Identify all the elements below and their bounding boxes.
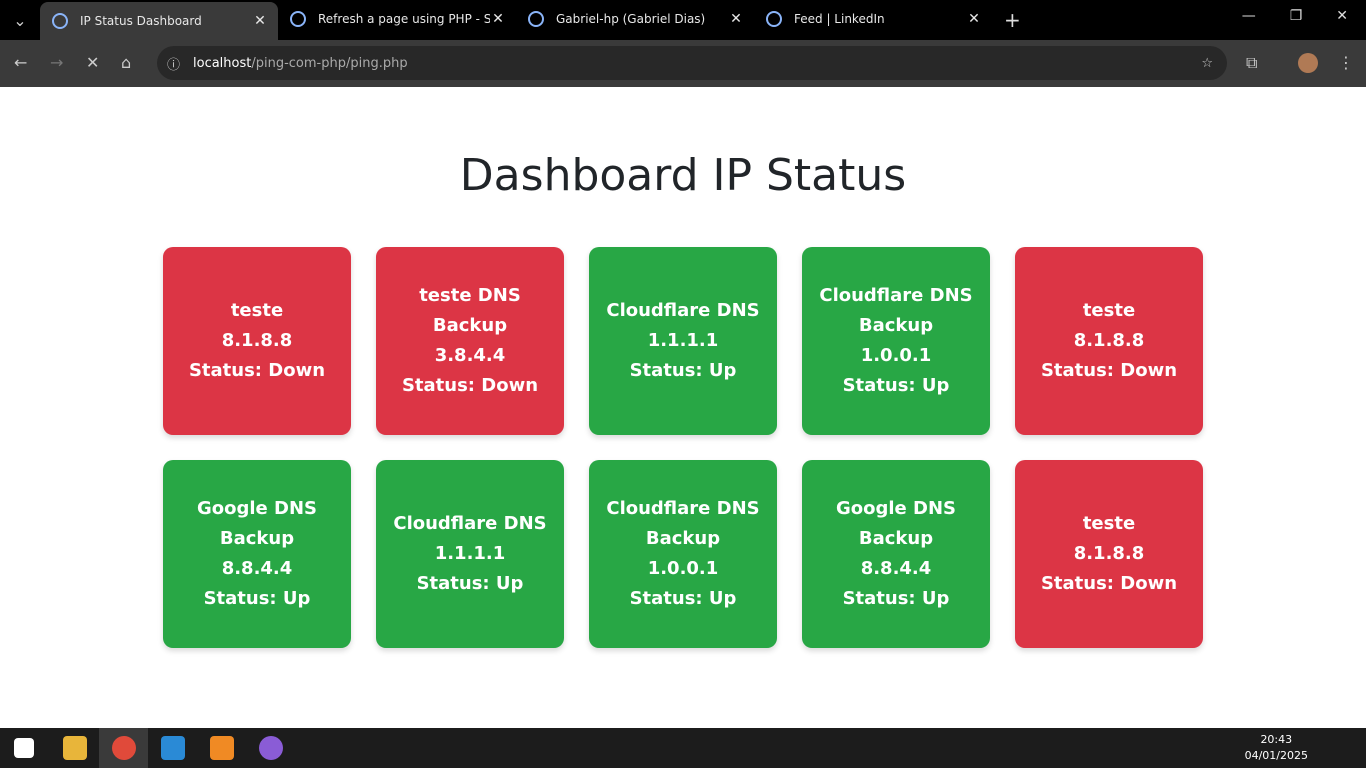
card-ip: 1.0.0.1 xyxy=(647,558,719,579)
tab-title: Feed | LinkedIn xyxy=(794,12,885,26)
extensions[interactable]: ⧉ xyxy=(1246,53,1258,72)
card-ip: 8.8.4.4 xyxy=(860,558,932,579)
card-status: Status: Up xyxy=(203,588,311,609)
card-name: teste xyxy=(1082,513,1136,534)
time: 20:43 xyxy=(1260,733,1293,746)
card-status: Status: Down xyxy=(188,360,326,381)
status-card: Google DNS Backup 8.8.4.4 Status: Up xyxy=(163,460,351,648)
card-ip: 8.1.8.8 xyxy=(1073,330,1145,351)
status-card: teste 8.1.8.8 Status: Down xyxy=(1015,247,1203,435)
status-card: teste 8.1.8.8 Status: Down xyxy=(1015,460,1203,648)
status-card: teste DNS Backup 3.8.4.4 Status: Down xyxy=(376,247,564,435)
status-card: Google DNS Backup 8.8.4.4 Status: Up xyxy=(802,460,990,648)
card-ip: 8.8.4.4 xyxy=(221,558,293,579)
tab-strip: ⌄ IP Status Dashboard ✕ Refresh a page usi… xyxy=(0,0,1366,40)
card-status: Status: Up xyxy=(842,375,950,396)
site-info[interactable]: ⓘ xyxy=(167,57,181,73)
status-card: teste 8.1.8.8 Status: Down xyxy=(163,247,351,435)
card-name: Cloudflare DNS xyxy=(393,513,547,534)
tab-close[interactable]: ✕ xyxy=(968,11,980,27)
card-ip: 8.1.8.8 xyxy=(1073,543,1145,564)
card-status: Status: Up xyxy=(416,573,524,594)
tab[interactable]: Feed | LinkedIn ✕ xyxy=(754,2,992,36)
profile[interactable] xyxy=(1298,53,1318,73)
close[interactable]: ✕ xyxy=(1336,8,1348,24)
card-name: Google DNS Backup xyxy=(196,498,317,549)
card-ip: 3.8.4.4 xyxy=(434,345,506,366)
status-card: Cloudflare DNS Backup 1.0.0.1 Status: Up xyxy=(589,460,777,648)
taskbar: 20:43 04/01/2025 xyxy=(0,728,1366,768)
card-name: Cloudflare DNS xyxy=(606,300,760,321)
tab-list: IP Status Dashboard ✕ Refresh a page using… xyxy=(40,2,992,40)
tab-icon xyxy=(52,13,68,29)
tab[interactable]: IP Status Dashboard ✕ xyxy=(40,2,278,40)
card-ip: 8.1.8.8 xyxy=(221,330,293,351)
start[interactable] xyxy=(14,738,34,758)
status-card: Cloudflare DNS Backup 1.0.0.1 Status: Up xyxy=(802,247,990,435)
tab-icon xyxy=(766,11,782,27)
home[interactable]: ⌂ xyxy=(121,53,132,72)
card-ip: 1.1.1.1 xyxy=(434,543,506,564)
toolbar: ← → ✕ ⌂ ⓘ localhost/ping-com-php/ping.ph… xyxy=(0,40,1366,87)
tab-search[interactable]: ⌄ xyxy=(13,10,27,30)
tab-close[interactable]: ✕ xyxy=(254,13,266,29)
card-status: Status: Down xyxy=(401,375,539,396)
window-controls: — ❐ ✕ xyxy=(1242,8,1366,24)
vscode[interactable] xyxy=(161,736,185,760)
forward[interactable]: → xyxy=(50,53,64,72)
url-host: localhost xyxy=(193,55,252,71)
tab-icon xyxy=(290,11,306,27)
xampp[interactable] xyxy=(210,736,234,760)
chrome[interactable] xyxy=(112,736,136,760)
card-status: Status: Up xyxy=(629,588,737,609)
card-name: Cloudflare DNS Backup xyxy=(819,285,973,336)
page-title: Dashboard IP Status xyxy=(459,150,907,201)
card-name: teste xyxy=(230,300,284,321)
tab[interactable]: Refresh a page using PHP - Stac✕ xyxy=(278,2,516,36)
card-ip: 1.1.1.1 xyxy=(647,330,719,351)
card-name: Google DNS Backup xyxy=(835,498,956,549)
card-status: Status: Up xyxy=(842,588,950,609)
github-desktop[interactable] xyxy=(259,736,283,760)
tab-icon xyxy=(528,11,544,27)
card-name: Cloudflare DNS Backup xyxy=(606,498,760,549)
address-bar[interactable]: ⓘ localhost/ping-com-php/ping.php ☆ xyxy=(157,46,1227,80)
card-grid: teste 8.1.8.8 Status: Down teste DNS Backup… xyxy=(163,247,1203,648)
tab-title: Gabriel-hp (Gabriel Dias) xyxy=(556,12,706,26)
stop[interactable]: ✕ xyxy=(86,53,100,72)
url-path: /ping-com-php/ping.php xyxy=(251,55,408,71)
clock: 20:43 04/01/2025 xyxy=(1245,732,1308,764)
card-name: teste xyxy=(1082,300,1136,321)
date: 04/01/2025 xyxy=(1244,749,1308,762)
tab-close[interactable]: ✕ xyxy=(492,11,504,27)
explorer[interactable] xyxy=(63,736,87,760)
tab-title: IP Status Dashboard xyxy=(80,14,202,28)
status-card: Cloudflare DNS 1.1.1.1 Status: Up xyxy=(589,247,777,435)
status-card: Cloudflare DNS 1.1.1.1 Status: Up xyxy=(376,460,564,648)
tab-title: Refresh a page using PHP - Stac xyxy=(318,12,490,26)
tab-close[interactable]: ✕ xyxy=(730,11,742,27)
new-tab[interactable]: + xyxy=(1004,8,1021,32)
tab[interactable]: Gabriel-hp (Gabriel Dias) ✕ xyxy=(516,2,754,36)
bookmark[interactable]: ☆ xyxy=(1201,55,1213,71)
restore[interactable]: ❐ xyxy=(1289,8,1303,24)
minimize[interactable]: — xyxy=(1241,8,1256,24)
card-status: Status: Down xyxy=(1040,573,1178,594)
card-status: Status: Down xyxy=(1040,360,1178,381)
back[interactable]: ← xyxy=(14,53,28,72)
card-name: teste DNS Backup xyxy=(419,285,521,336)
card-status: Status: Up xyxy=(629,360,737,381)
menu[interactable]: ⋮ xyxy=(1338,53,1354,72)
card-ip: 1.0.0.1 xyxy=(860,345,932,366)
